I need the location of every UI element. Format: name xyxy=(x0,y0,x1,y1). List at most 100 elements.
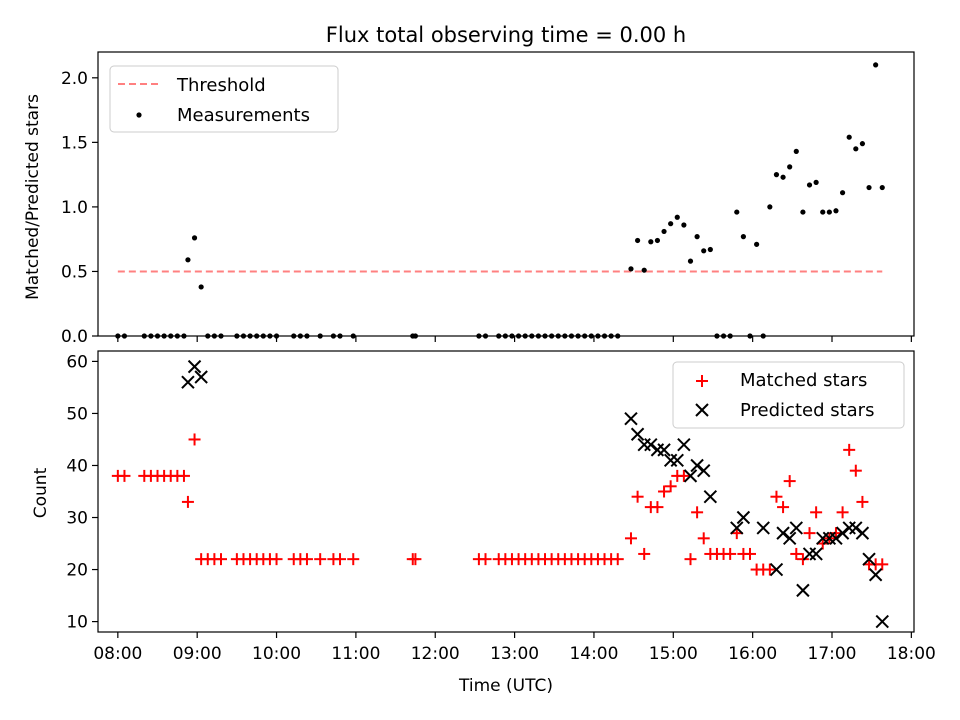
measurement-point xyxy=(595,333,601,339)
measurement-point xyxy=(297,333,303,339)
measurement-point xyxy=(747,333,753,339)
measurement-point xyxy=(181,333,187,339)
matched-star-point xyxy=(856,495,869,508)
x-tick-label: 15:00 xyxy=(649,644,698,664)
matched-star-point xyxy=(347,553,360,566)
legend-matched-swatch xyxy=(696,375,708,387)
matched-star-point xyxy=(177,469,190,482)
measurement-point xyxy=(154,333,161,339)
ratio-y-axis: 0.0 0.5 1.0 1.5 2.0 xyxy=(61,69,98,347)
matched-star-point xyxy=(188,433,201,446)
predicted-star-point xyxy=(796,583,810,598)
counts-y-axis: 10 20 30 40 50 60 xyxy=(66,352,98,633)
measurement-point xyxy=(141,333,147,339)
matched-star-point xyxy=(334,553,347,566)
matched-star-point xyxy=(790,547,803,560)
legend-predicted-label: Predicted stars xyxy=(740,400,874,421)
measurement-point xyxy=(588,333,594,339)
matched-star-point xyxy=(624,532,637,545)
ratio-y-tick-label: 0.5 xyxy=(61,262,88,282)
measurement-point xyxy=(568,333,575,339)
predicted-star-point xyxy=(875,614,889,629)
matched-star-point xyxy=(677,469,690,482)
x-tick-label: 16:00 xyxy=(728,644,777,664)
measurement-point xyxy=(168,333,174,339)
measurement-point xyxy=(185,257,191,263)
measurement-point xyxy=(839,190,846,196)
matched-star-point xyxy=(611,553,624,566)
measurement-point xyxy=(254,333,260,339)
measurement-point xyxy=(174,333,180,339)
matched-star-point xyxy=(777,501,790,514)
measurement-point xyxy=(760,333,766,339)
matched-star-point xyxy=(270,553,283,566)
predicted-star-point xyxy=(809,547,823,561)
measurement-point xyxy=(509,333,515,339)
measurement-point xyxy=(218,333,224,339)
predicted-star-point xyxy=(868,568,883,582)
matched-star-point xyxy=(744,547,757,560)
measurement-point xyxy=(542,333,548,339)
measurement-point xyxy=(800,209,806,215)
matched-star-point xyxy=(684,553,697,566)
matched-star-point xyxy=(810,506,823,519)
measurement-point xyxy=(707,246,713,253)
matched-star-point xyxy=(770,490,783,503)
matched-star-point xyxy=(724,547,737,560)
measurement-point xyxy=(115,333,121,339)
measurement-point xyxy=(687,258,694,264)
measurement-point xyxy=(502,333,508,339)
matched-star-point xyxy=(849,464,862,477)
measurement-point xyxy=(866,184,872,191)
counts-y-tick-label: 60 xyxy=(66,352,88,372)
measurement-point xyxy=(793,148,799,154)
ratio-y-tick-label: 1.5 xyxy=(61,133,88,153)
measurement-point xyxy=(211,333,217,339)
ratio-y-axis-label: Matched/Predicted stars xyxy=(23,94,43,300)
x-tick-label: 18:00 xyxy=(887,644,936,664)
counts-y-tick-label: 40 xyxy=(66,456,88,476)
matched-star-point xyxy=(843,443,856,456)
measurement-point xyxy=(555,333,561,339)
legend-predicted-swatch xyxy=(695,403,709,417)
measurement-point xyxy=(648,239,654,245)
measurement-point xyxy=(734,209,740,215)
measurement-point xyxy=(515,333,522,339)
matched-star-point xyxy=(479,553,492,566)
measurement-point xyxy=(260,333,266,339)
predicted-star-point xyxy=(769,562,784,577)
predicted-star-point xyxy=(703,489,718,504)
counts-marks xyxy=(111,359,889,629)
counts-y-tick-label: 10 xyxy=(66,613,88,633)
ratio-x-axis-ticks xyxy=(117,336,912,342)
measurement-point xyxy=(161,333,167,339)
measurement-point xyxy=(247,333,253,339)
measurement-point xyxy=(615,333,621,339)
measurement-point xyxy=(820,209,826,215)
measurement-point xyxy=(714,333,720,339)
measurement-point xyxy=(522,333,528,339)
measurement-point xyxy=(634,237,641,244)
measurement-point xyxy=(853,146,859,152)
measurement-point xyxy=(720,333,727,339)
measurement-point xyxy=(562,333,568,339)
measurement-point xyxy=(535,333,542,339)
matched-star-point xyxy=(181,495,194,508)
measurement-point xyxy=(121,333,128,339)
measurement-point xyxy=(198,284,204,290)
matched-star-point xyxy=(214,553,227,566)
ratio-y-tick-label: 0.0 xyxy=(61,327,88,347)
matched-star-point xyxy=(651,501,664,514)
ratio-y-tick-label: 1.0 xyxy=(61,198,88,218)
x-tick-label: 08:00 xyxy=(93,644,142,664)
ratio-marks xyxy=(115,62,885,339)
measurement-point xyxy=(148,333,154,339)
x-axis-label: Time (UTC) xyxy=(458,676,553,696)
measurement-point xyxy=(859,141,866,147)
predicted-star-point xyxy=(697,463,711,478)
measurement-point xyxy=(267,333,273,339)
x-tick-label: 13:00 xyxy=(490,644,539,664)
predicted-star-point xyxy=(624,411,638,426)
matched-star-point xyxy=(836,506,849,519)
